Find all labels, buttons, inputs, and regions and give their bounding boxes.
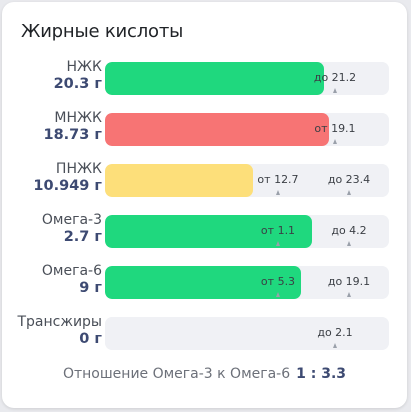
range-marker-tick (333, 139, 337, 144)
range-marker-tick (347, 292, 351, 297)
range-marker-label: до 2.1 (317, 326, 353, 339)
nutrient-amount: 9 г (79, 280, 102, 296)
range-marker-label: до 23.4 (327, 173, 371, 186)
nutrient-row: Омега-3 2.7 г от 1.1 до 4.2 (2, 212, 407, 252)
progress-fill (105, 62, 324, 95)
nutrient-label: Омега-6 9 г (2, 263, 102, 297)
nutrient-name: Трансжиры (17, 314, 102, 330)
nutrient-amount: 2.7 г (63, 229, 102, 245)
range-marker-tick (347, 190, 351, 195)
omega-ratio: Отношение Омега-3 к Омега-6 1 : 3.3 (2, 366, 407, 382)
nutrient-amount: 0 г (79, 331, 102, 347)
nutrient-label: Омега-3 2.7 г (2, 212, 102, 246)
range-marker-label: от 5.3 (260, 275, 296, 288)
progress-track: от 1.1 до 4.2 (105, 215, 389, 248)
fatty-acids-card: Жирные кислоты НЖК 20.3 г до 21.2 МНЖК 18.73… (2, 2, 407, 408)
progress-fill (105, 266, 301, 299)
range-marker-label: до 19.1 (327, 275, 371, 288)
nutrient-label: НЖК 20.3 г (2, 59, 102, 93)
nutrient-row: НЖК 20.3 г до 21.2 (2, 59, 407, 99)
progress-fill (105, 113, 329, 146)
range-marker-tick (276, 292, 280, 297)
nutrient-name: Омега-3 (41, 212, 102, 228)
nutrient-row: МНЖК 18.73 г от 19.1 (2, 110, 407, 150)
progress-track: до 21.2 (105, 62, 389, 95)
progress-track: от 19.1 (105, 113, 389, 146)
range-marker-tick (333, 343, 337, 348)
progress-track: от 5.3 до 19.1 (105, 266, 389, 299)
progress-fill (105, 164, 253, 197)
omega-ratio-value: 1 : 3.3 (296, 366, 347, 382)
nutrient-amount: 18.73 г (43, 127, 103, 143)
range-marker-tick (276, 241, 280, 246)
nutrient-amount: 20.3 г (53, 76, 102, 92)
nutrient-name: МНЖК (54, 110, 102, 126)
nutrient-row: ПНЖК 10.949 г от 12.7 до 23.4 (2, 161, 407, 201)
card-title: Жирные кислоты (21, 21, 184, 42)
range-marker-label: от 19.1 (314, 122, 356, 135)
nutrient-name: НЖК (66, 59, 102, 75)
nutrient-label: МНЖК 18.73 г (2, 110, 103, 144)
progress-track: до 2.1 (105, 317, 389, 350)
range-marker-label: от 12.7 (257, 173, 299, 186)
range-marker-label: до 4.2 (331, 224, 367, 237)
nutrient-name: ПНЖК (55, 161, 102, 177)
range-marker-tick (333, 88, 337, 93)
progress-track: от 12.7 до 23.4 (105, 164, 389, 197)
nutrient-amount: 10.949 г (33, 178, 102, 194)
nutrient-name: Омега-6 (41, 263, 102, 279)
range-marker-tick (276, 190, 280, 195)
range-marker-tick (347, 241, 351, 246)
nutrient-row: Трансжиры 0 г до 2.1 (2, 314, 407, 354)
nutrient-row: Омега-6 9 г от 5.3 до 19.1 (2, 263, 407, 303)
nutrient-label: ПНЖК 10.949 г (2, 161, 102, 195)
range-marker-label: от 1.1 (260, 224, 296, 237)
nutrient-label: Трансжиры 0 г (2, 314, 102, 348)
omega-ratio-label: Отношение Омега-3 к Омега-6 (62, 366, 291, 382)
range-marker-label: до 21.2 (313, 71, 357, 84)
